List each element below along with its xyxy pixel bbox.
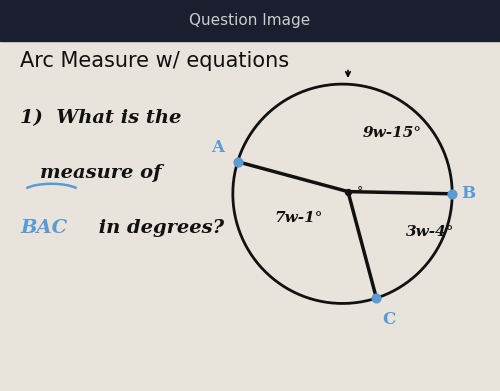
Text: 1)  What is the: 1) What is the bbox=[20, 109, 182, 127]
Point bbox=[344, 188, 352, 195]
Point bbox=[372, 295, 380, 301]
Text: measure of: measure of bbox=[40, 164, 162, 182]
Bar bbox=[0, 0, 500, 41]
Text: Question Image: Question Image bbox=[190, 13, 310, 28]
Point bbox=[448, 191, 456, 197]
Point bbox=[234, 159, 241, 165]
Text: in degrees?: in degrees? bbox=[92, 219, 224, 237]
Text: °: ° bbox=[357, 185, 363, 198]
Text: Arc Measure w/ equations: Arc Measure w/ equations bbox=[20, 51, 289, 71]
Text: 9w-15°: 9w-15° bbox=[362, 126, 422, 140]
Text: 3w-4°: 3w-4° bbox=[406, 225, 454, 239]
Text: Question Image: Question Image bbox=[190, 13, 310, 28]
Text: 7w-1°: 7w-1° bbox=[274, 211, 323, 225]
Text: C: C bbox=[382, 311, 395, 328]
Text: BAC: BAC bbox=[20, 219, 67, 237]
Text: B: B bbox=[461, 185, 475, 202]
Text: A: A bbox=[212, 139, 224, 156]
